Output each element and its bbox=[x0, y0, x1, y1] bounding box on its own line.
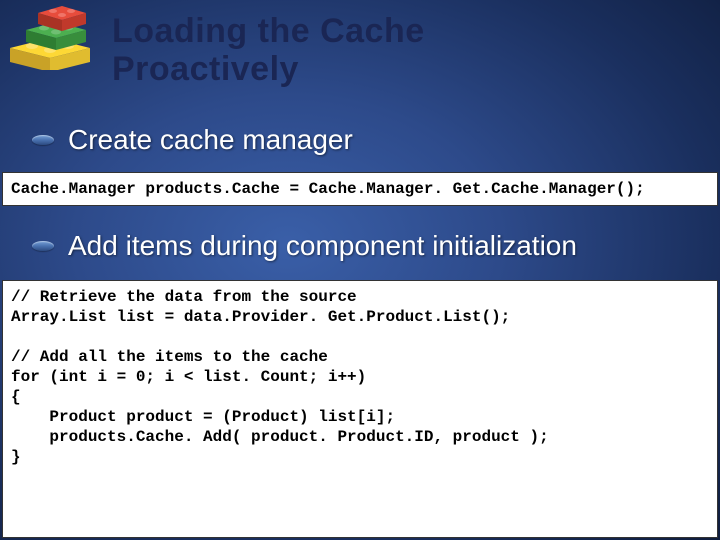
bullet-2-text: Add items during component initializatio… bbox=[68, 230, 577, 262]
title-line-1: Loading the Cache bbox=[112, 12, 425, 50]
bullet-icon bbox=[32, 135, 54, 145]
bullet-1-text: Create cache manager bbox=[68, 124, 353, 156]
code-block-2: // Retrieve the data from the source Arr… bbox=[2, 280, 718, 538]
code-block-1: Cache.Manager products.Cache = Cache.Man… bbox=[2, 172, 718, 206]
bullet-1: Create cache manager bbox=[32, 124, 353, 156]
lego-logo bbox=[0, 2, 105, 70]
slide-title: Loading the Cache Proactively bbox=[112, 12, 425, 88]
bullet-icon bbox=[32, 241, 54, 251]
title-line-2: Proactively bbox=[112, 50, 299, 88]
bullet-2: Add items during component initializatio… bbox=[32, 230, 577, 262]
